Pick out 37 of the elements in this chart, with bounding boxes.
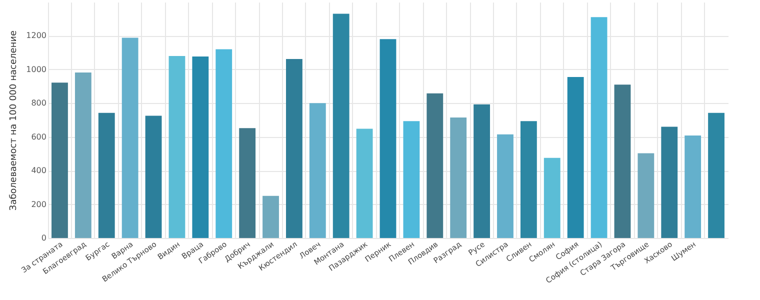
y-axis-title: Заболеваемост на 100 000 население [9, 30, 20, 211]
bar [356, 128, 373, 238]
y-tick-label: 800 [31, 98, 46, 108]
bar [450, 117, 467, 238]
y-tick-label: 200 [31, 200, 46, 209]
bar [332, 14, 350, 238]
bar [216, 49, 232, 238]
bar [590, 17, 608, 238]
bar [661, 126, 678, 238]
y-tick-label: 400 [31, 166, 46, 176]
bar [98, 112, 115, 238]
bar [262, 196, 279, 238]
bar [614, 84, 631, 238]
bar [426, 93, 444, 238]
bar [708, 112, 724, 238]
bar [497, 134, 514, 238]
bar [145, 116, 162, 238]
y-tick-label: 0 [41, 234, 46, 242]
y-tick-label: 1000 [26, 64, 46, 74]
bar [567, 77, 584, 238]
y-tick-label: 1200 [26, 31, 46, 40]
bar [544, 158, 560, 238]
bar [239, 128, 256, 238]
bar [309, 103, 326, 238]
bar [638, 153, 654, 238]
bar [52, 82, 68, 238]
bar [474, 104, 490, 238]
bar [684, 136, 702, 238]
bar [192, 56, 209, 238]
bar [122, 38, 138, 238]
y-tick-label: 600 [31, 132, 46, 142]
bar [168, 56, 186, 238]
bar [520, 121, 537, 238]
bar [380, 39, 396, 238]
bar [286, 58, 302, 238]
bar [403, 121, 420, 238]
bar [74, 72, 92, 238]
